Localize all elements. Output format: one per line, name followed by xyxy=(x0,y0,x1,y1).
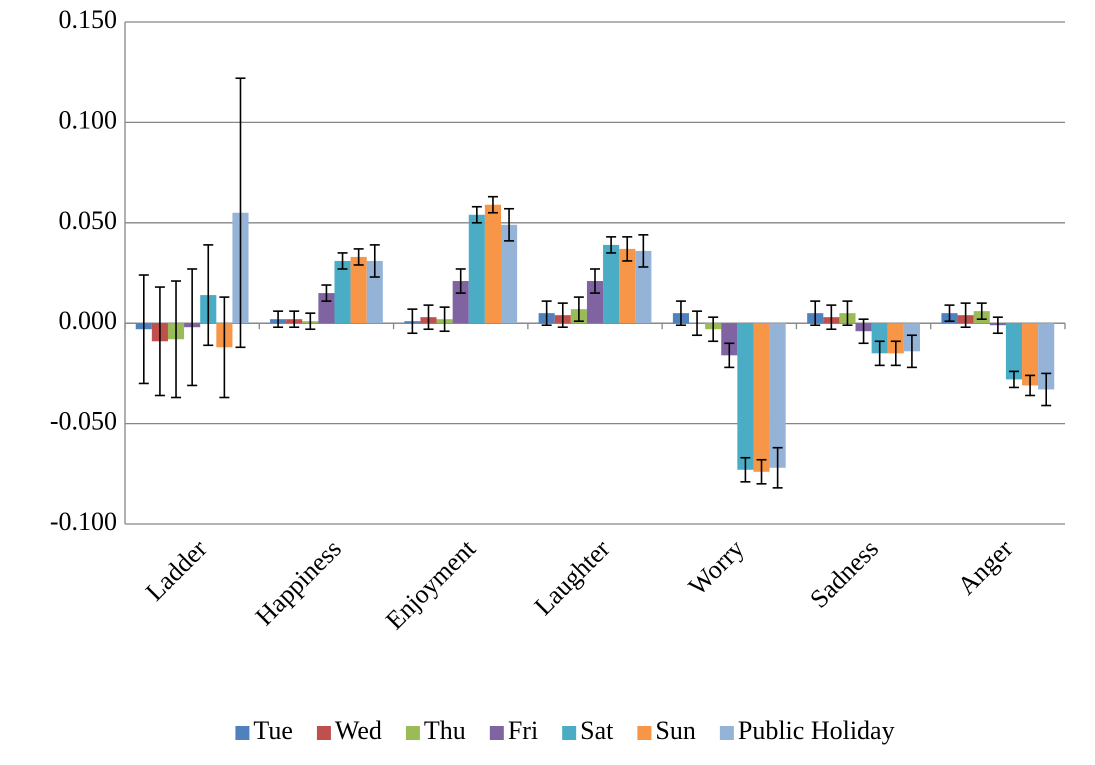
error-bar xyxy=(273,310,284,329)
error-bar xyxy=(976,302,987,320)
error-bar xyxy=(675,300,686,327)
error-bar xyxy=(235,77,246,349)
error-bar xyxy=(219,296,230,399)
legend-swatch xyxy=(637,726,652,740)
error-bar xyxy=(541,300,552,327)
error-bar xyxy=(305,312,316,331)
error-bar xyxy=(1041,372,1052,407)
error-bar xyxy=(826,304,837,331)
legend-swatch xyxy=(405,726,420,740)
error-bar xyxy=(708,316,719,343)
bar xyxy=(501,224,518,324)
error-bar xyxy=(740,456,751,483)
error-bar xyxy=(606,236,617,254)
bar xyxy=(586,281,604,324)
bar xyxy=(753,323,770,472)
y-tick-label: 0.000 xyxy=(59,306,118,335)
error-bar xyxy=(772,446,783,489)
legend-swatch xyxy=(235,726,250,740)
bar xyxy=(737,323,754,470)
bar xyxy=(619,248,636,324)
bar xyxy=(721,323,738,356)
error-bar xyxy=(439,306,450,333)
bar xyxy=(769,323,786,468)
bar xyxy=(468,214,485,324)
error-bar xyxy=(842,300,853,327)
error-bar xyxy=(890,340,901,367)
legend-label: Wed xyxy=(335,716,382,745)
error-bar xyxy=(337,252,348,270)
error-bar xyxy=(622,236,633,262)
x-tick-label: Sadness xyxy=(804,534,884,614)
legend-label: Sun xyxy=(655,716,695,745)
legend-label: Public Holiday xyxy=(738,716,895,745)
error-bar xyxy=(724,342,735,369)
error-bar xyxy=(423,304,434,331)
error-bar xyxy=(638,234,649,268)
bar xyxy=(452,281,469,324)
error-bar xyxy=(944,304,955,322)
error-bar xyxy=(858,318,869,345)
error-bar xyxy=(1025,374,1036,397)
bar xyxy=(484,204,501,324)
error-bar xyxy=(203,244,214,347)
legend-swatch xyxy=(489,726,504,740)
legend-label: Fri xyxy=(508,716,538,745)
legend: Tue Wed Thu Fri Sat Sun Public Holiday xyxy=(235,716,895,745)
y-tick-label: 0.050 xyxy=(59,206,118,235)
y-tick-label: 0.150 xyxy=(59,5,118,34)
bar xyxy=(871,323,888,354)
error-bar xyxy=(471,205,482,224)
bar xyxy=(887,323,904,354)
bar xyxy=(1022,323,1039,386)
error-bar xyxy=(407,308,418,335)
x-tick-label: Laughter xyxy=(529,534,616,621)
legend-swatch xyxy=(719,726,734,740)
error-bar xyxy=(906,334,917,369)
y-tick-label: -0.100 xyxy=(50,507,117,536)
error-bar xyxy=(573,296,584,322)
error-bar xyxy=(692,310,703,337)
legend-swatch xyxy=(316,726,331,740)
error-bar xyxy=(960,302,971,329)
y-tick-label: 0.100 xyxy=(59,105,118,134)
bar xyxy=(635,250,652,324)
error-bar xyxy=(590,268,600,294)
bar xyxy=(1005,323,1023,380)
x-tick-label: Happiness xyxy=(250,534,347,631)
error-bar xyxy=(504,207,515,242)
error-bar xyxy=(756,458,767,485)
error-bar xyxy=(171,280,182,399)
legend-swatch xyxy=(562,726,577,740)
error-bar xyxy=(138,274,149,385)
error-bar xyxy=(353,248,364,266)
x-tick-label: Worry xyxy=(683,534,750,601)
x-tick-label: Enjoyment xyxy=(380,533,482,635)
y-tick-label: -0.050 xyxy=(50,407,117,436)
error-bar xyxy=(992,316,1003,335)
error-bar xyxy=(487,195,498,214)
error-bar xyxy=(289,310,300,329)
x-tick-label: Ladder xyxy=(140,534,213,607)
error-bar xyxy=(1008,370,1019,389)
legend-label: Thu xyxy=(424,716,466,745)
error-bar xyxy=(455,268,466,294)
bar xyxy=(334,260,351,324)
error-bar xyxy=(810,300,821,327)
error-bar xyxy=(874,340,885,367)
error-bar xyxy=(557,302,568,329)
legend-label: Sat xyxy=(580,716,614,745)
error-bar xyxy=(154,286,165,397)
error-bar xyxy=(369,244,380,278)
error-bar xyxy=(321,284,332,302)
error-bar xyxy=(187,268,198,387)
x-tick-label: Anger xyxy=(952,534,1019,601)
bar xyxy=(603,244,620,324)
legend-label: Tue xyxy=(253,716,293,745)
bar xyxy=(350,256,367,324)
